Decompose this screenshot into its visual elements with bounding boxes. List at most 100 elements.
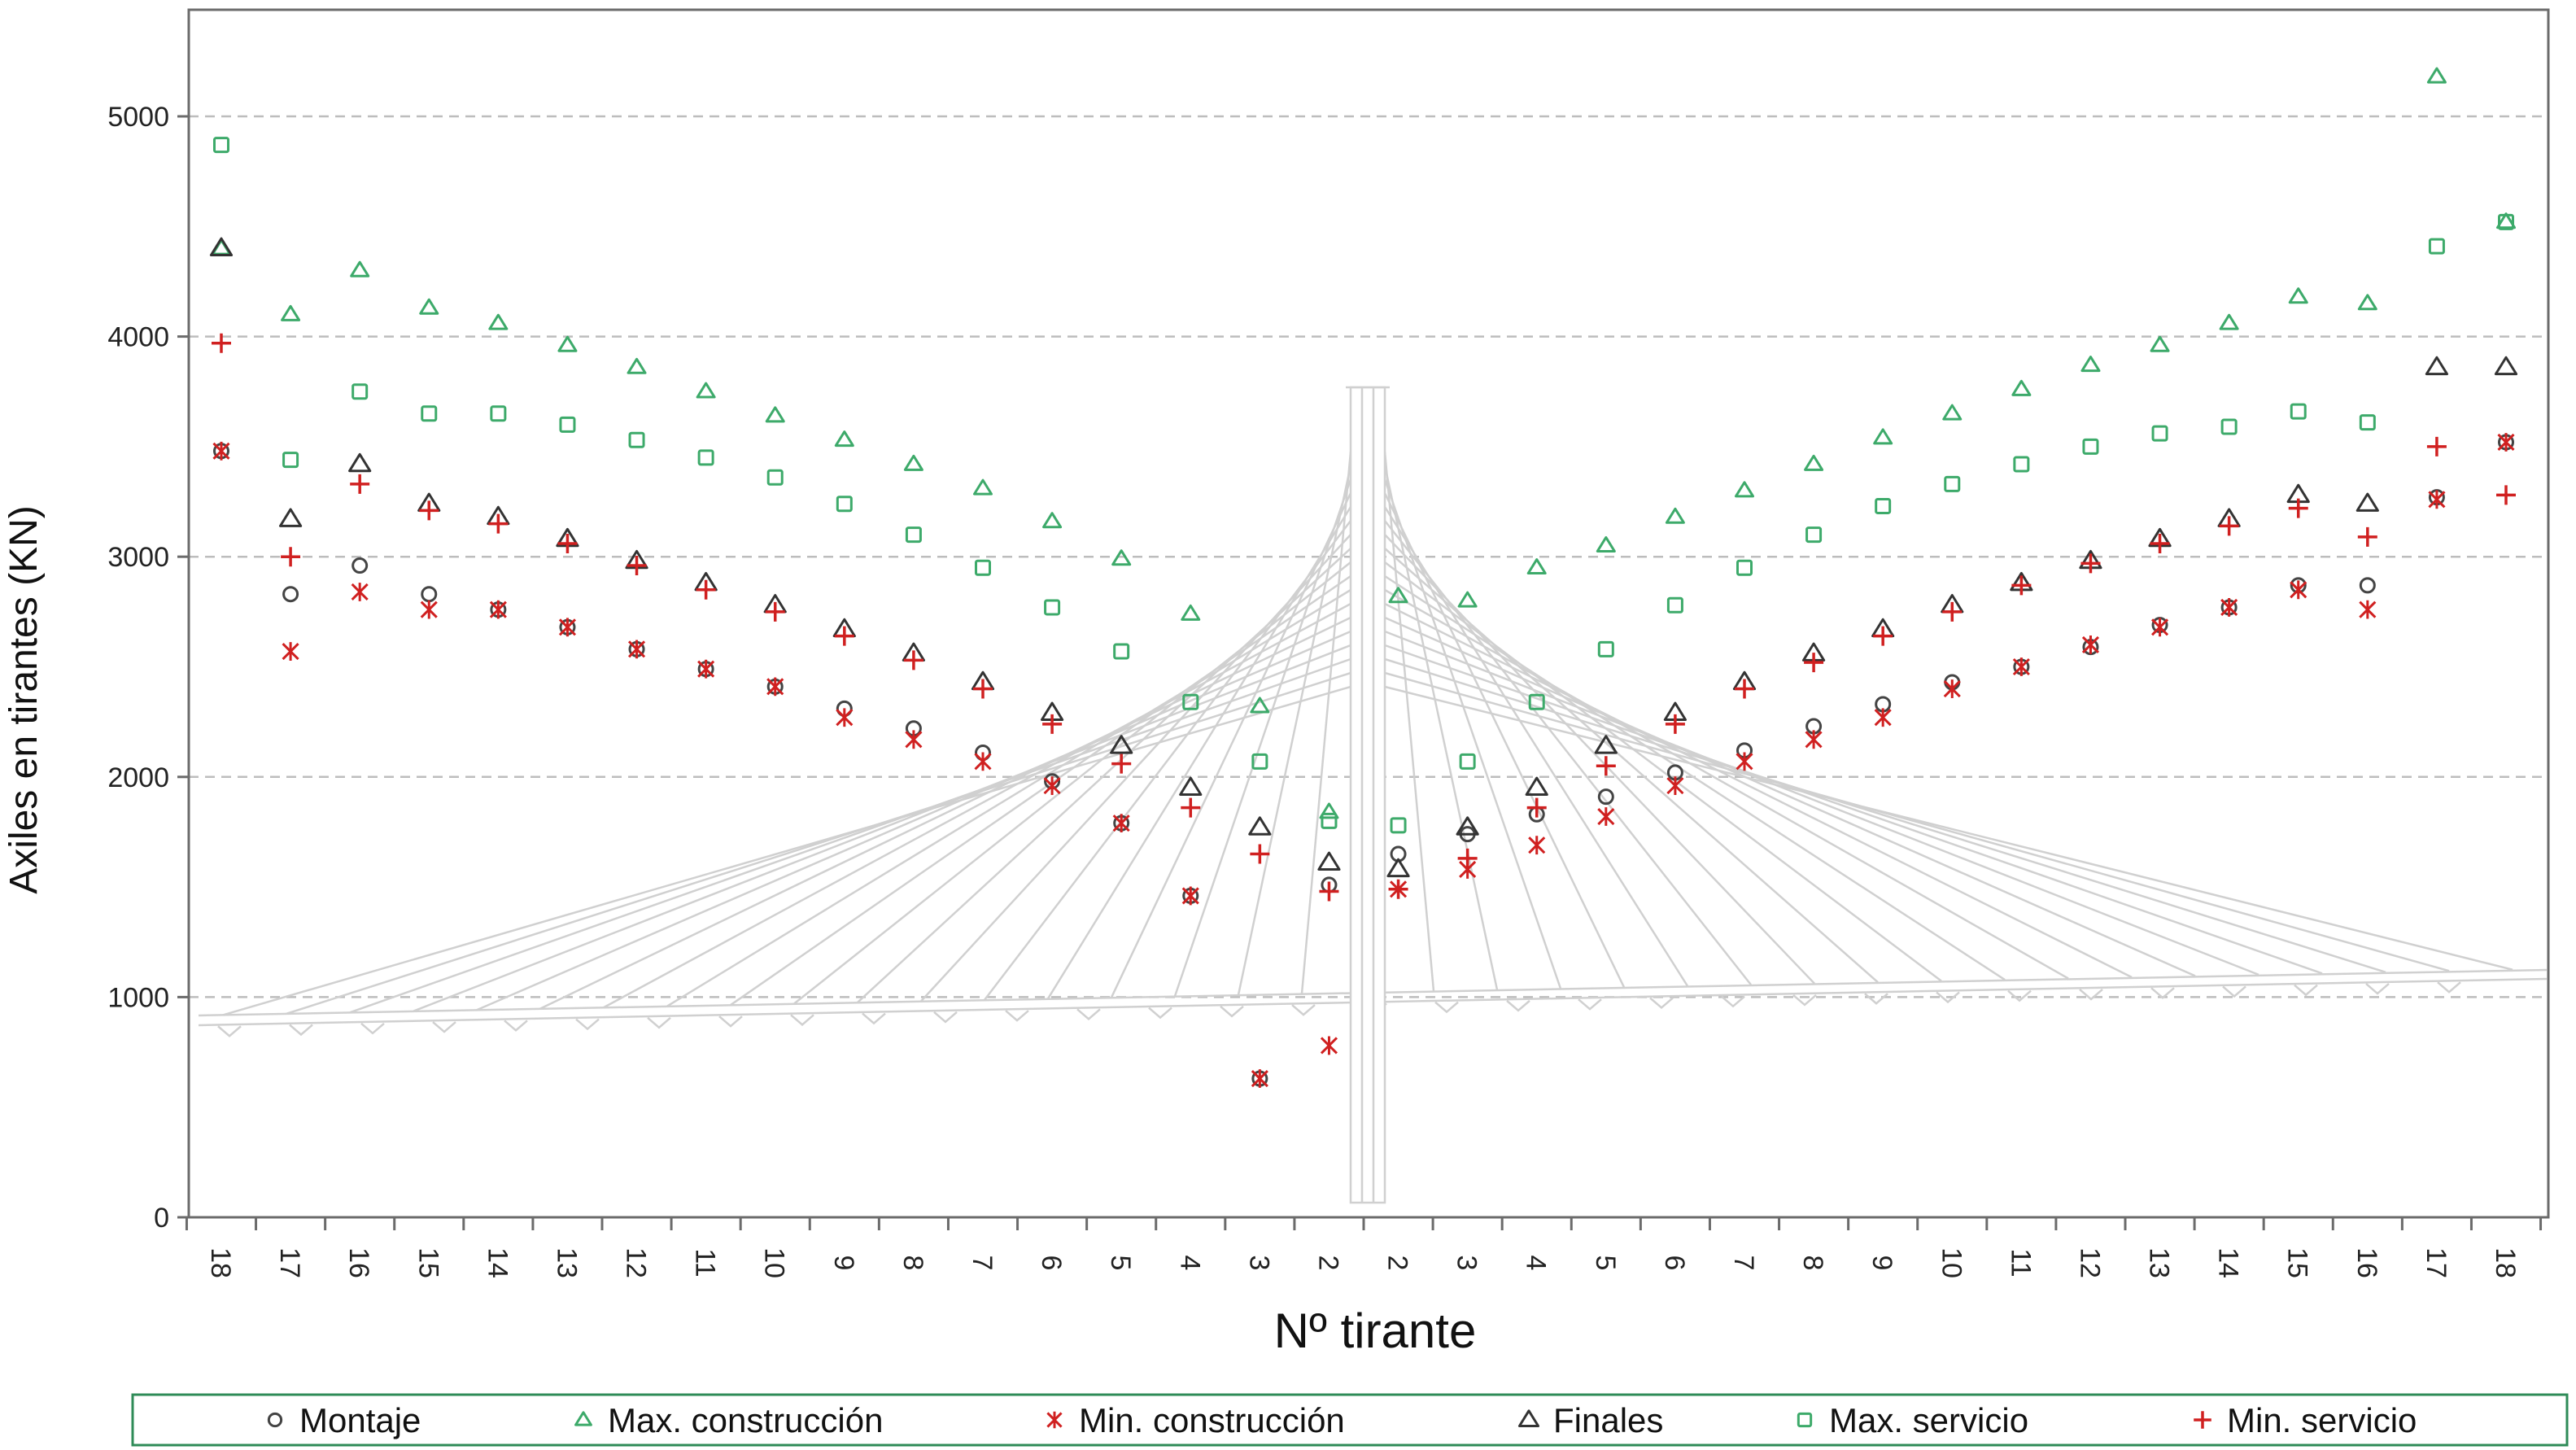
legend-item: Max. servicio <box>1797 1401 2028 1439</box>
data-point <box>2426 436 2447 456</box>
series-max-construcci-n <box>212 67 2516 819</box>
data-point <box>974 752 992 771</box>
data-point <box>2357 294 2377 311</box>
data-point <box>1043 776 1061 796</box>
data-point <box>1181 797 1201 818</box>
data-point <box>1805 526 1823 544</box>
data-point <box>212 441 230 461</box>
data-point <box>558 618 577 637</box>
data-point <box>421 586 438 603</box>
data-point <box>2426 67 2447 84</box>
data-point <box>627 556 647 576</box>
data-point <box>2425 356 2449 376</box>
data-point <box>2359 577 2376 594</box>
data-point <box>350 474 370 494</box>
data-point <box>1942 404 1963 421</box>
data-point <box>419 500 439 521</box>
data-point <box>2219 313 2239 330</box>
data-point <box>488 313 509 330</box>
y-tick-label: 3000 <box>107 542 169 573</box>
data-point <box>905 526 922 544</box>
data-point <box>834 626 854 646</box>
legend-marker <box>574 1411 592 1426</box>
legend-marker <box>1797 1412 1813 1428</box>
data-point <box>1317 851 1341 871</box>
legend-label: Min. servicio <box>2227 1401 2417 1439</box>
x-tick-label: 7 <box>967 1256 998 1271</box>
y-axis-ticks: 0 1000 2000 3000 4000 5000 <box>107 102 189 1234</box>
bridge-background-drawing <box>198 386 2548 1204</box>
data-point <box>488 513 509 534</box>
x-tick-label: 8 <box>897 1256 928 1271</box>
x-tick-label: 16 <box>343 1247 374 1278</box>
x-tick-label: 12 <box>621 1247 652 1278</box>
data-point <box>2011 575 2032 596</box>
data-point <box>2498 213 2514 230</box>
data-point <box>2494 356 2518 376</box>
x-tick-label: 5 <box>1590 1256 1621 1271</box>
series-max-servicio <box>213 137 2514 834</box>
data-point <box>2150 335 2170 352</box>
y-tick-label: 1000 <box>107 982 169 1013</box>
data-point <box>1112 814 1130 833</box>
data-point <box>1597 788 1614 806</box>
legend-item: Finales <box>1517 1401 1663 1439</box>
legend-item: Max. construcción <box>574 1401 883 1439</box>
x-tick-label: 7 <box>1728 1256 1759 1271</box>
data-point <box>351 383 369 400</box>
data-point <box>2082 438 2099 455</box>
data-point <box>1526 558 1547 575</box>
data-point <box>2081 635 2100 654</box>
data-point <box>1873 626 1893 646</box>
x-tick-label: 9 <box>828 1256 859 1271</box>
x-tick-label: 5 <box>1105 1256 1136 1271</box>
data-point <box>2356 492 2379 512</box>
data-point <box>1875 497 1892 514</box>
data-point <box>348 452 372 473</box>
data-point <box>2288 498 2308 518</box>
data-point <box>282 642 299 661</box>
data-point <box>2150 618 2169 637</box>
x-tick-label: 9 <box>1867 1256 1897 1271</box>
data-point <box>1735 481 1754 498</box>
data-point <box>2357 526 2377 547</box>
data-point <box>1942 601 1963 622</box>
data-point <box>1525 776 1548 796</box>
data-point <box>1596 535 1616 552</box>
data-point <box>1111 549 1132 566</box>
x-tick-label: 13 <box>551 1247 582 1278</box>
data-point <box>2080 553 2101 574</box>
data-point <box>1320 1036 1338 1055</box>
data-point <box>2011 379 2032 396</box>
data-point <box>1666 596 1683 614</box>
x-tick-label: 15 <box>413 1247 443 1278</box>
series-min-construcci-n <box>212 433 2515 1088</box>
data-point <box>1042 714 1063 734</box>
x-tick-label: 15 <box>2282 1247 2313 1278</box>
data-point <box>557 533 578 553</box>
data-point <box>1251 1069 1268 1088</box>
data-point <box>1597 640 1614 657</box>
data-point <box>2013 456 2030 473</box>
legend-label: Max. servicio <box>1829 1401 2028 1439</box>
data-point <box>975 559 991 576</box>
data-point <box>1388 587 1408 604</box>
data-point <box>1665 507 1685 524</box>
data-point <box>1597 807 1615 826</box>
plot-area-frame <box>187 8 2550 1219</box>
legend-marker <box>267 1412 283 1428</box>
data-point <box>905 730 923 749</box>
x-tick-label: 6 <box>1659 1256 1690 1271</box>
data-point <box>1319 802 1339 819</box>
data-point <box>903 454 923 471</box>
y-axis-label: Axiles en tirantes (KN) <box>2 505 46 894</box>
data-point <box>1182 693 1199 710</box>
data-point <box>1248 816 1272 836</box>
legend-label: Finales <box>1553 1401 1663 1439</box>
data-point <box>351 583 369 601</box>
data-point <box>2428 238 2445 255</box>
x-tick-label: 16 <box>2351 1247 2382 1278</box>
x-tick-label: 17 <box>274 1247 305 1278</box>
data-point <box>1528 693 1545 710</box>
